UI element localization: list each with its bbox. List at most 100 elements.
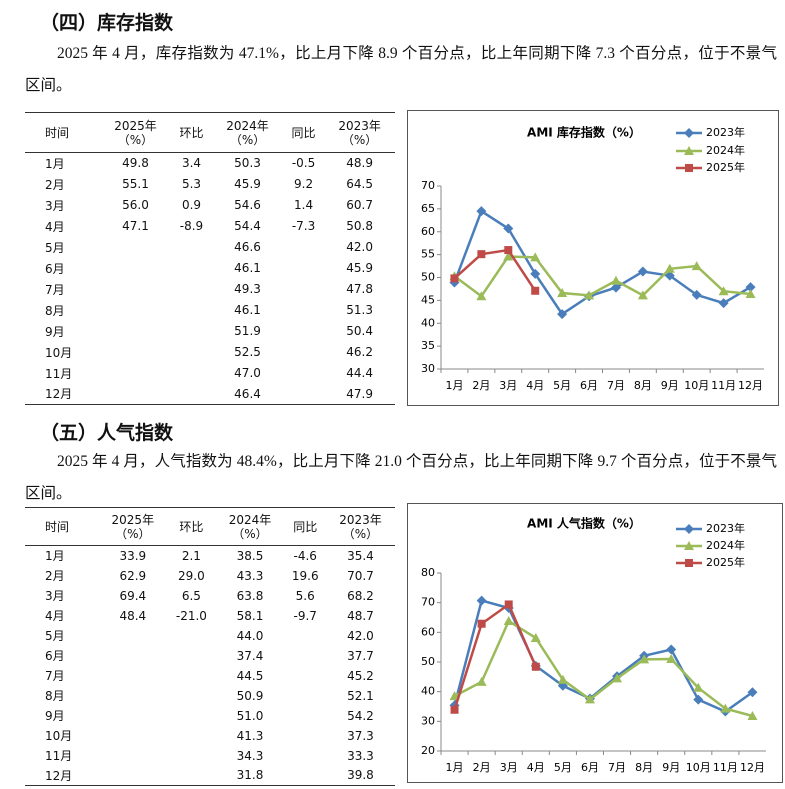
table-cell: 64.5	[346, 177, 373, 191]
header-text: 2025年	[114, 118, 157, 133]
table-cell	[171, 258, 212, 279]
series-line	[453, 602, 537, 711]
table-cell: -9.7	[293, 608, 317, 623]
table-cell: 2月	[45, 569, 65, 583]
table-cell: 9月	[45, 324, 65, 339]
header-row: 时间 2025年 （%） 环比 2024年 （%） 同比 2023年 （%）	[25, 112, 395, 153]
legend-label: 2024年	[706, 538, 745, 552]
table-cell: 49.3	[234, 282, 261, 296]
header-cell: 时间	[25, 507, 99, 546]
table-row: 1月 33.9 2.1 38.5 -4.6 35.4	[25, 546, 395, 566]
table-cell: 52.1	[347, 688, 374, 703]
legend-marker	[684, 128, 694, 138]
data-point	[610, 275, 621, 285]
y-tick-label: 35	[421, 339, 435, 352]
header-row: 时间 2025年 （%） 环比 2024年 （%） 同比 2023年 （%）	[25, 507, 395, 546]
data-point	[612, 673, 623, 683]
table: 时间 2025年 （%） 环比 2024年 （%） 同比 2023年 （%） 1月 33.9 2.1 3…	[25, 507, 395, 786]
table-cell: 51.0	[236, 708, 264, 723]
table-cell	[171, 321, 212, 342]
table-cell: 52.5	[234, 345, 261, 359]
table-cell: 2月	[45, 177, 65, 192]
table-cell: -8.9	[179, 219, 204, 233]
data-point	[557, 288, 568, 298]
table-cell: -4.6	[293, 548, 317, 563]
legend-label: 2023年	[706, 521, 745, 535]
data-point	[477, 619, 486, 628]
table-cell	[98, 686, 167, 706]
data-point	[639, 654, 650, 664]
table-cell	[171, 300, 212, 321]
table-cell: 60.7	[346, 198, 373, 212]
y-tick-label: 45	[421, 293, 435, 306]
table-row: 3月 69.4 6.5 63.8 5.6 68.2	[25, 586, 395, 606]
table-row: 4月 47.1 -8.9 54.4 -7.3 50.8	[25, 216, 395, 237]
table-cell: 46.6	[234, 240, 261, 254]
x-tick-label: 10月	[684, 379, 709, 392]
header-cell: 2025年 （%）	[100, 112, 171, 153]
y-tick-label: 70	[421, 596, 435, 609]
x-tick-label: 11月	[711, 379, 736, 392]
data-point	[530, 252, 541, 262]
table-cell	[283, 300, 324, 321]
legend-marker	[684, 541, 694, 550]
x-tick-label: 8月	[635, 761, 653, 774]
legend-label: 2025年	[706, 160, 745, 174]
table-cell: 69.4	[119, 588, 147, 603]
header-text: （%）	[117, 132, 154, 147]
table-cell	[100, 237, 171, 258]
header-text: 2024年	[226, 118, 269, 133]
y-tick-label: 65	[421, 202, 435, 215]
table-cell: 9.2	[294, 177, 314, 191]
table-cell: 37.3	[347, 728, 374, 743]
table-cell: 44.0	[236, 628, 264, 643]
header-cell: 同比	[282, 112, 325, 153]
table-cell: 3.4	[181, 156, 202, 171]
table-cell: 54.2	[347, 708, 374, 723]
table-cell	[100, 321, 171, 342]
table-row: 4月 48.4 -21.0 58.1 -9.7 48.7	[25, 606, 395, 626]
header-text: 2025年	[111, 512, 155, 527]
table-cell: 55.1	[122, 177, 149, 191]
table-cell: 68.2	[347, 588, 374, 603]
table-cell: 2.1	[181, 548, 201, 563]
table-cell: 54.6	[234, 198, 261, 212]
table-cell	[171, 384, 212, 405]
table-cell: 35.4	[347, 548, 374, 563]
table-cell	[285, 766, 326, 786]
header-cell: 2023年 （%）	[325, 507, 395, 546]
legend-marker	[684, 524, 694, 534]
table-cell	[167, 626, 215, 646]
table-row: 5月 46.6 42.0	[25, 237, 395, 258]
x-tick-label: 6月	[581, 761, 599, 774]
table-cell: 11月	[45, 749, 73, 763]
table-cell	[167, 666, 215, 686]
data-point	[504, 246, 513, 255]
legend-marker	[684, 146, 694, 155]
table-cell: -0.5	[291, 156, 316, 171]
data-point	[584, 290, 595, 300]
table-cell	[285, 666, 326, 686]
table-cell: 54.4	[234, 219, 261, 233]
table-cell: 12月	[45, 387, 73, 402]
table-cell	[100, 384, 171, 405]
heading: （五）人气指数	[40, 422, 174, 444]
data-point	[718, 286, 729, 296]
table-cell	[167, 646, 215, 666]
table-row: 6月 46.1 45.9	[25, 258, 395, 279]
table-cell	[283, 258, 324, 279]
table-cell	[167, 746, 215, 766]
y-tick-label: 40	[421, 685, 435, 698]
x-tick-label: 4月	[526, 379, 544, 392]
header-text: （%）	[115, 526, 151, 541]
data-point	[664, 263, 675, 273]
table-row: 6月 37.4 37.7	[25, 646, 395, 666]
table-cell	[285, 646, 326, 666]
table-cell	[285, 686, 326, 706]
x-tick-label: 7月	[607, 379, 625, 392]
table-cell: 46.2	[346, 345, 373, 359]
table-cell: 62.9	[119, 568, 147, 583]
y-tick-label: 30	[421, 362, 435, 375]
table-cell: 42.0	[347, 628, 374, 643]
data-point	[693, 682, 704, 692]
